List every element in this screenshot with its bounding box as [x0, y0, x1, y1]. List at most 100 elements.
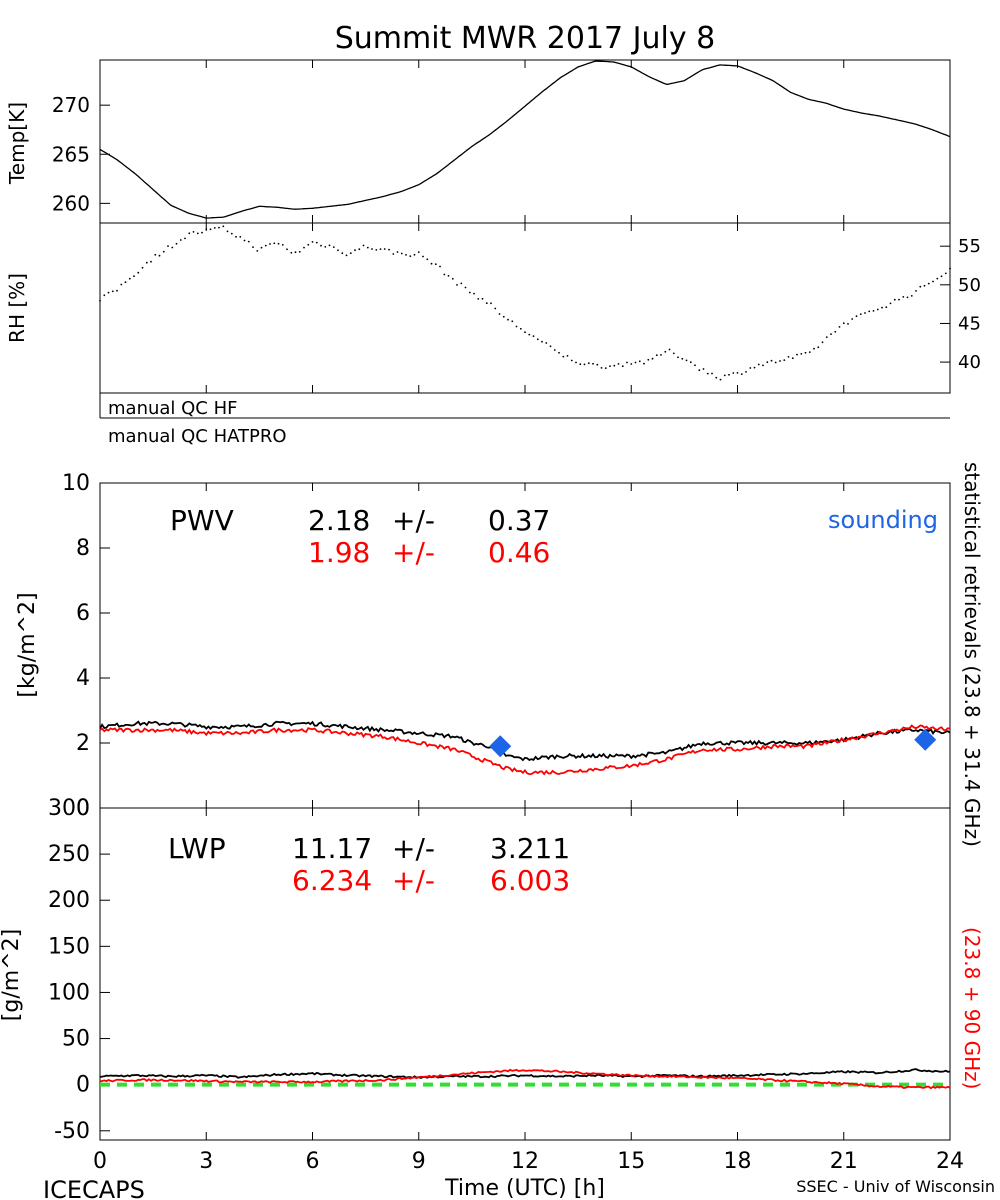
x-tick-label-6: 18	[724, 1149, 752, 1174]
right-label-black: statistical retrievals (23.8 + 31.4 GHz)	[960, 462, 984, 847]
rh-point-292	[719, 378, 722, 381]
rh-point-214	[553, 349, 556, 351]
rh-point-66	[239, 236, 242, 238]
x-tick-label-4: 12	[511, 1149, 539, 1174]
chart-title: Summit MWR 2017 July 8	[335, 21, 716, 56]
rh-point-334	[808, 351, 811, 353]
pwv-stat-sep-2: +/-	[392, 536, 435, 569]
rh-point-172	[464, 286, 467, 289]
rh-point-312	[762, 364, 764, 367]
panel1-ytick-label-1: 45	[958, 313, 981, 334]
pwv-stat-sd-2: 0.46	[488, 536, 550, 569]
footer-left: ICECAPS	[43, 1176, 145, 1200]
rh-y-label: RH [%]	[5, 273, 29, 343]
pwv-stat-mean-2: 1.98	[308, 536, 370, 569]
rh-point-10	[120, 283, 123, 286]
rh-point-78	[264, 244, 267, 247]
rh-point-136	[388, 248, 390, 251]
rh-point-206	[536, 338, 539, 341]
panel3-ytick-label-4: 150	[48, 934, 90, 959]
rh-point-160	[439, 265, 441, 268]
rh-point-138	[392, 253, 395, 255]
rh-point-220	[566, 355, 569, 357]
lwp-y-label: [g/m^2]	[0, 929, 24, 1021]
rh-point-374	[893, 298, 896, 301]
rh-point-80	[269, 243, 271, 245]
rh-point-144	[405, 254, 407, 256]
rh-point-158	[434, 263, 437, 266]
rh-point-190	[502, 315, 505, 318]
rh-point-226	[579, 363, 582, 366]
rh-point-8	[116, 289, 118, 292]
rh-point-134	[383, 248, 386, 250]
rh-point-6	[111, 290, 114, 293]
lwp-label: LWP	[168, 832, 226, 865]
panel3-series-1-line	[99, 1068, 951, 1090]
lwp-stat-sd-2: 6.003	[490, 864, 570, 897]
rh-point-370	[885, 306, 888, 309]
panel1-ytick-label-0: 40	[958, 352, 981, 373]
rh-point-44	[192, 231, 195, 233]
rh-point-228	[583, 363, 586, 366]
rh-point-62	[230, 232, 233, 235]
rh-point-230	[587, 362, 590, 365]
rh-point-50	[205, 228, 208, 230]
x-tick-label-2: 6	[306, 1149, 320, 1174]
rh-point-290	[715, 376, 718, 379]
rh-point-178	[477, 298, 480, 300]
rh-point-270	[672, 352, 675, 355]
rh-point-16	[133, 275, 135, 278]
x-tick-label-5: 15	[617, 1149, 645, 1174]
panel0-ytick-label-2: 270	[52, 93, 90, 117]
rh-point-12	[124, 281, 127, 284]
rh-point-126	[366, 246, 369, 249]
rh-point-398	[944, 272, 947, 275]
rh-point-296	[728, 373, 730, 376]
sounding-marker-0	[489, 735, 512, 758]
rh-point-188	[498, 313, 501, 315]
panel1-ytick-label-3: 55	[958, 236, 981, 257]
rh-point-22	[145, 261, 148, 264]
rh-point-116	[345, 254, 348, 257]
rh-point-232	[592, 362, 594, 365]
panel1-ytick-label-2: 50	[958, 275, 981, 296]
rh-point-260	[651, 357, 654, 360]
rh-point-54	[213, 227, 216, 229]
rh-point-240	[609, 365, 611, 367]
rh-point-356	[855, 315, 858, 318]
rh-point-4	[107, 291, 110, 294]
rh-point-322	[783, 359, 786, 361]
rh-point-392	[932, 280, 934, 283]
rh-point-324	[787, 356, 790, 358]
panel2-series-1-line	[99, 724, 951, 776]
rh-point-350	[842, 322, 845, 325]
rh-point-24	[150, 260, 152, 263]
panel2-ytick-label-3: 6	[76, 601, 90, 626]
rh-point-168	[456, 284, 458, 286]
rh-point-328	[796, 353, 798, 356]
rh-point-72	[252, 246, 254, 249]
rh-point-20	[141, 266, 144, 269]
rh-point-58	[222, 225, 225, 228]
rh-point-244	[617, 363, 620, 365]
rh-point-0	[99, 299, 101, 302]
rh-point-96	[303, 246, 305, 249]
rh-point-250	[630, 363, 633, 365]
rh-point-318	[774, 361, 777, 364]
temp-panel-frame	[99, 59, 951, 224]
rh-point-218	[562, 355, 565, 358]
footer-right: SSEC - Univ of Wisconsin	[796, 1177, 995, 1196]
rh-point-60	[226, 230, 229, 233]
right-label-red: (23.8 + 90 GHz)	[960, 927, 984, 1089]
rh-point-90	[290, 251, 293, 254]
rh-point-208	[541, 340, 543, 343]
rh-point-112	[337, 249, 339, 252]
rh-point-330	[800, 353, 803, 355]
rh-point-224	[575, 361, 577, 364]
rh-point-52	[209, 228, 212, 231]
rh-point-40	[184, 237, 186, 240]
rh-point-86	[281, 244, 284, 246]
panel3-ytick-label-7: 300	[48, 796, 90, 821]
lwp-stat-mean-2: 6.234	[292, 864, 372, 897]
rh-point-384	[915, 290, 917, 292]
